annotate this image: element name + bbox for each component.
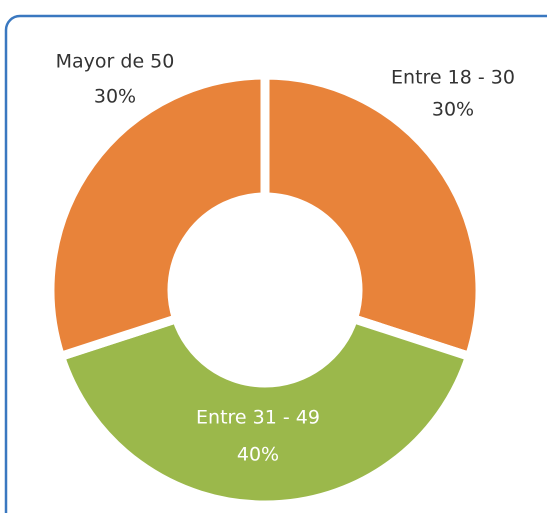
donut-segment bbox=[45, 70, 270, 363]
segment-label: Entre 18 - 30 bbox=[391, 67, 515, 89]
segment-value-label: 30% bbox=[432, 99, 474, 121]
donut-segment bbox=[54, 313, 476, 510]
segment-label: Mayor de 50 bbox=[56, 51, 175, 73]
donut-segment bbox=[260, 70, 485, 363]
segment-label: Entre 31 - 49 bbox=[196, 407, 320, 429]
segment-value-label: 30% bbox=[94, 86, 136, 108]
segment-value-label: 40% bbox=[237, 444, 279, 466]
